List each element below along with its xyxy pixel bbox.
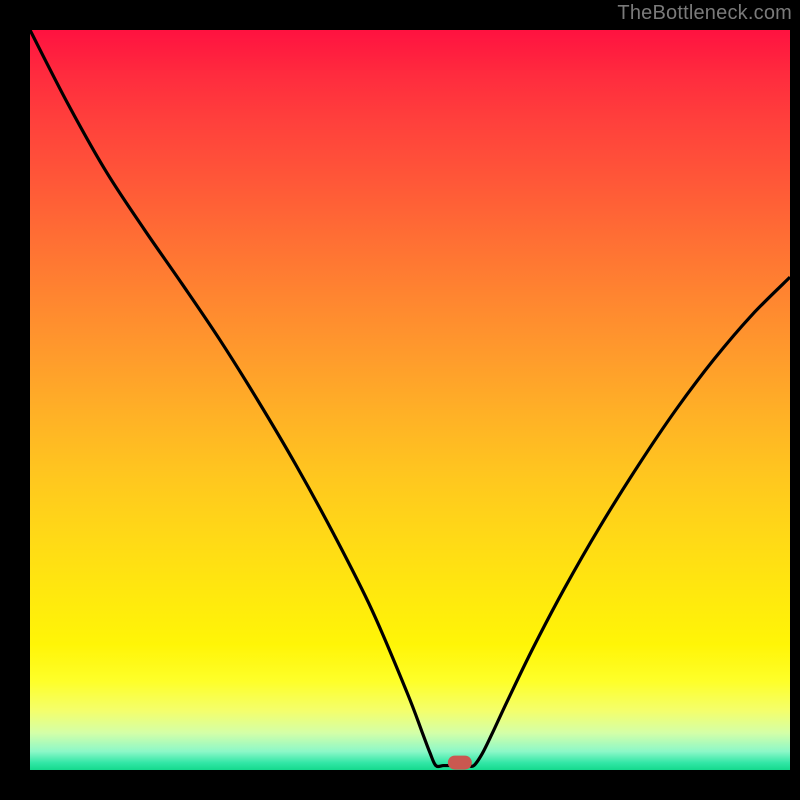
bottleneck-curve-path [30,30,790,767]
bottleneck-curve-svg [30,30,790,770]
optimal-point-marker [448,755,472,770]
watermark-text: TheBottleneck.com [617,2,792,25]
plot-area [30,30,790,770]
